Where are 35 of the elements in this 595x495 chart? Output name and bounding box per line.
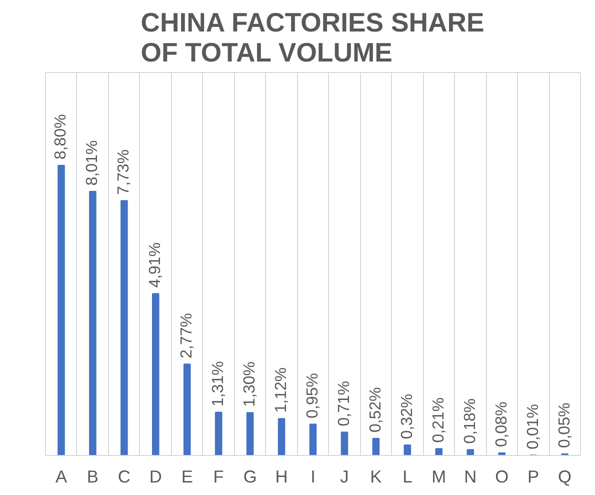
data-label: 1,31%: [210, 361, 228, 407]
x-tick-label: N: [464, 466, 477, 486]
x-tick-label: A: [55, 466, 68, 486]
x-tick-label: M: [432, 466, 446, 486]
data-label: 2,77%: [178, 312, 196, 358]
data-label: 4,91%: [147, 242, 164, 288]
x-tick-label: G: [243, 466, 257, 486]
x-tick-label: C: [118, 466, 130, 486]
data-label: 0,95%: [304, 373, 322, 418]
x-tick-label: P: [528, 466, 540, 486]
data-label: 8,80%: [52, 114, 70, 160]
x-tick-label: L: [402, 466, 413, 486]
data-label: 1,12%: [273, 367, 290, 413]
x-tick-label: B: [86, 466, 98, 486]
x-tick-label: D: [149, 466, 162, 486]
x-tick-label: K: [370, 466, 382, 486]
data-label: 0,01%: [524, 404, 542, 450]
x-tick-label: E: [181, 466, 193, 486]
data-label: 0,08%: [493, 402, 510, 448]
data-label: 0,71%: [336, 380, 353, 426]
x-tick-label: F: [213, 466, 224, 486]
x-tick-label: I: [310, 466, 316, 486]
data-label: 0,05%: [556, 402, 574, 448]
x-tick-label: Q: [558, 466, 572, 486]
data-label: 8,01%: [84, 140, 102, 186]
data-label: 0,32%: [398, 394, 416, 440]
x-tick-label: J: [340, 466, 349, 486]
data-label: 0,52%: [367, 387, 384, 433]
x-tick-label: O: [495, 466, 509, 486]
data-label: 1,30%: [242, 361, 259, 407]
chart-title: CHINA FACTORIES SHARE OF TOTAL VOLUME: [140, 8, 484, 68]
data-label: 0,21%: [430, 397, 448, 443]
data-label: 0,18%: [462, 398, 479, 444]
x-tick-label: H: [275, 466, 288, 486]
data-label: 7,73%: [116, 149, 133, 195]
